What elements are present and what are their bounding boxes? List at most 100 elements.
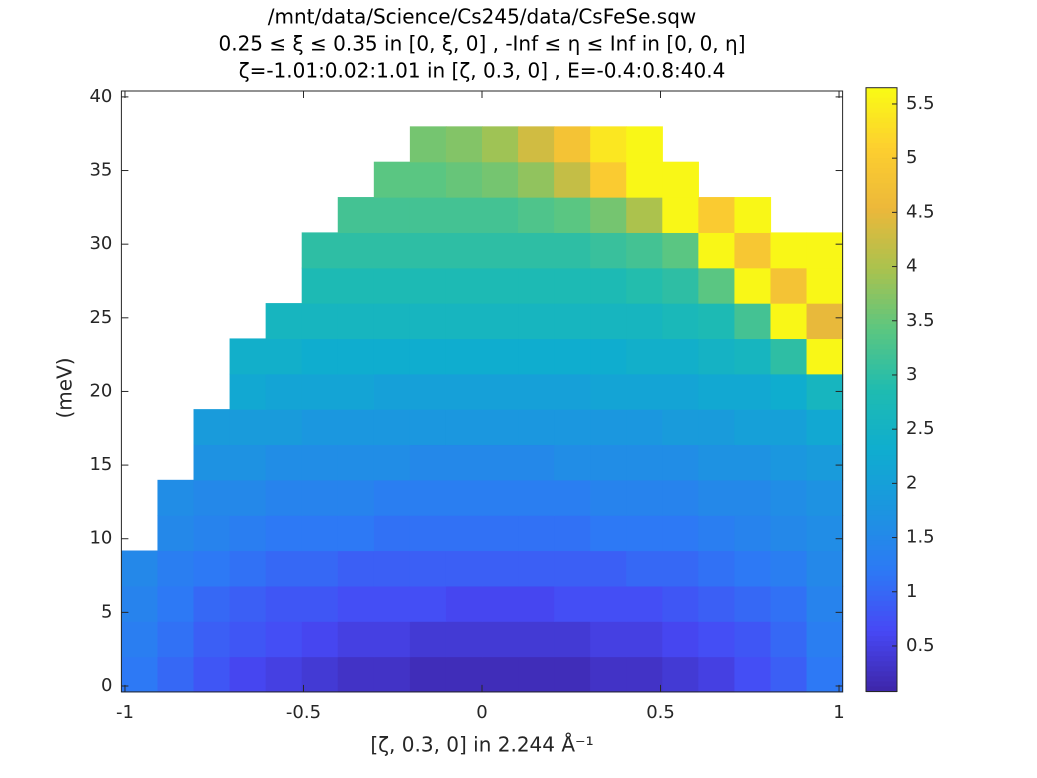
- heatmap-cell: [734, 621, 772, 658]
- heatmap-cell: [265, 409, 303, 446]
- x-axis-label: [ζ, 0.3, 0] in 2.244 Å⁻¹: [370, 733, 593, 757]
- heatmap-cell: [445, 444, 483, 481]
- heatmap-cell: [337, 656, 375, 693]
- heatmap-cell: [482, 338, 519, 375]
- heatmap-cell: [157, 621, 195, 658]
- colorbar-swatch: [866, 243, 897, 250]
- heatmap-cell: [301, 232, 339, 269]
- heatmap-cell: [301, 515, 339, 552]
- colorbar-swatch: [866, 218, 897, 225]
- colorbar-swatch: [866, 545, 897, 552]
- heatmap-cell: [373, 197, 411, 233]
- colorbar-swatch: [866, 389, 897, 396]
- x-tick-label: 1: [833, 702, 844, 723]
- heatmap-cell: [626, 126, 663, 163]
- colorbar-swatch: [866, 681, 897, 688]
- heatmap-cell: [409, 550, 447, 587]
- colorbar-swatch: [866, 429, 897, 436]
- heatmap-cell: [662, 303, 699, 340]
- colorbar-swatch: [866, 480, 897, 486]
- colorbar-swatch: [866, 97, 897, 104]
- colorbar-swatch: [866, 540, 897, 547]
- heatmap-cell: [301, 656, 339, 693]
- heatmap-cell: [770, 303, 808, 340]
- y-tick-label: 20: [89, 380, 112, 401]
- heatmap-cell: [554, 409, 591, 446]
- colorbar-swatch: [866, 334, 897, 340]
- heatmap-cell: [734, 373, 772, 410]
- colorbar-swatch: [866, 661, 897, 667]
- heatmap-cell: [445, 656, 483, 693]
- heatmap-cell: [265, 373, 303, 410]
- heatmap-cell: [265, 515, 303, 552]
- heatmap-cell: [337, 621, 375, 658]
- y-axis-label: (meV): [53, 357, 77, 418]
- colorbar-swatch: [866, 258, 897, 265]
- colorbar-swatch: [866, 173, 897, 179]
- colorbar-swatch: [866, 535, 897, 542]
- heatmap-cell: [157, 656, 195, 693]
- colorbar-swatch: [866, 671, 897, 678]
- heatmap-cell: [518, 550, 555, 587]
- heatmap-cell: [806, 479, 844, 516]
- heatmap-cell: [554, 621, 591, 658]
- heatmap-cell: [626, 515, 663, 552]
- colorbar-swatch: [866, 213, 897, 220]
- colorbar-swatch: [866, 203, 897, 210]
- colorbar-swatch: [866, 163, 897, 169]
- heatmap-cell: [518, 585, 555, 622]
- heatmap-cell: [626, 161, 663, 198]
- heatmap-cell: [518, 126, 555, 163]
- colorbar-tick-label: 0.5: [906, 635, 935, 656]
- heatmap-cell: [662, 373, 699, 410]
- heatmap-cell: [482, 373, 519, 410]
- colorbar-swatch: [866, 102, 897, 109]
- colorbar-swatch: [866, 263, 897, 270]
- heatmap-cell: [734, 550, 772, 587]
- y-tick-label: 10: [89, 528, 112, 549]
- chart-title: ζ=-1.01:0.02:1.01 in [ζ, 0.3, 0] , E=-0.…: [239, 59, 726, 83]
- heatmap-cell: [229, 338, 267, 375]
- colorbar-swatch: [866, 198, 897, 205]
- colorbar-swatch: [866, 273, 897, 280]
- colorbar-swatch: [866, 434, 897, 441]
- heatmap-cell: [590, 161, 627, 198]
- colorbar-swatch: [866, 575, 897, 582]
- heatmap-cell: [445, 373, 483, 410]
- heatmap-cell: [229, 585, 267, 622]
- heatmap-cell: [409, 444, 447, 481]
- colorbar-swatch: [866, 87, 897, 94]
- heatmap-cell: [337, 409, 375, 446]
- colorbar-swatch: [866, 349, 897, 355]
- y-tick-label: 30: [89, 233, 112, 254]
- colorbar-box: [865, 87, 898, 692]
- colorbar-swatch: [866, 188, 897, 194]
- heatmap-cell: [482, 126, 519, 163]
- heatmap-cell: [590, 479, 627, 516]
- heatmap-cell: [409, 656, 447, 693]
- heatmap-cell: [337, 444, 375, 481]
- x-tick-label: -1: [116, 702, 134, 723]
- heatmap-cell: [734, 585, 772, 622]
- colorbar-swatch: [866, 641, 897, 647]
- heatmap-cell: [590, 550, 627, 587]
- heatmap-cell: [229, 479, 267, 516]
- x-tick-label: 0: [476, 702, 487, 723]
- colorbar-tick-label: 4.5: [906, 201, 935, 222]
- heatmap-cell: [373, 444, 411, 481]
- colorbar-swatch: [866, 570, 897, 577]
- heatmap-cell: [590, 409, 627, 446]
- heatmap-cell: [482, 303, 519, 340]
- x-tick-label: 0.5: [646, 702, 675, 723]
- heatmap-cell: [373, 479, 411, 516]
- heatmap-cell: [373, 267, 411, 304]
- heatmap-cell: [482, 267, 519, 304]
- heatmap-cell: [590, 444, 627, 481]
- colorbar-swatch: [866, 153, 897, 159]
- colorbar-swatch: [866, 248, 897, 255]
- heatmap-cell: [518, 161, 555, 198]
- heatmap-cell: [770, 585, 808, 622]
- heatmap-cell: [482, 656, 519, 693]
- colorbar-swatch: [866, 304, 897, 310]
